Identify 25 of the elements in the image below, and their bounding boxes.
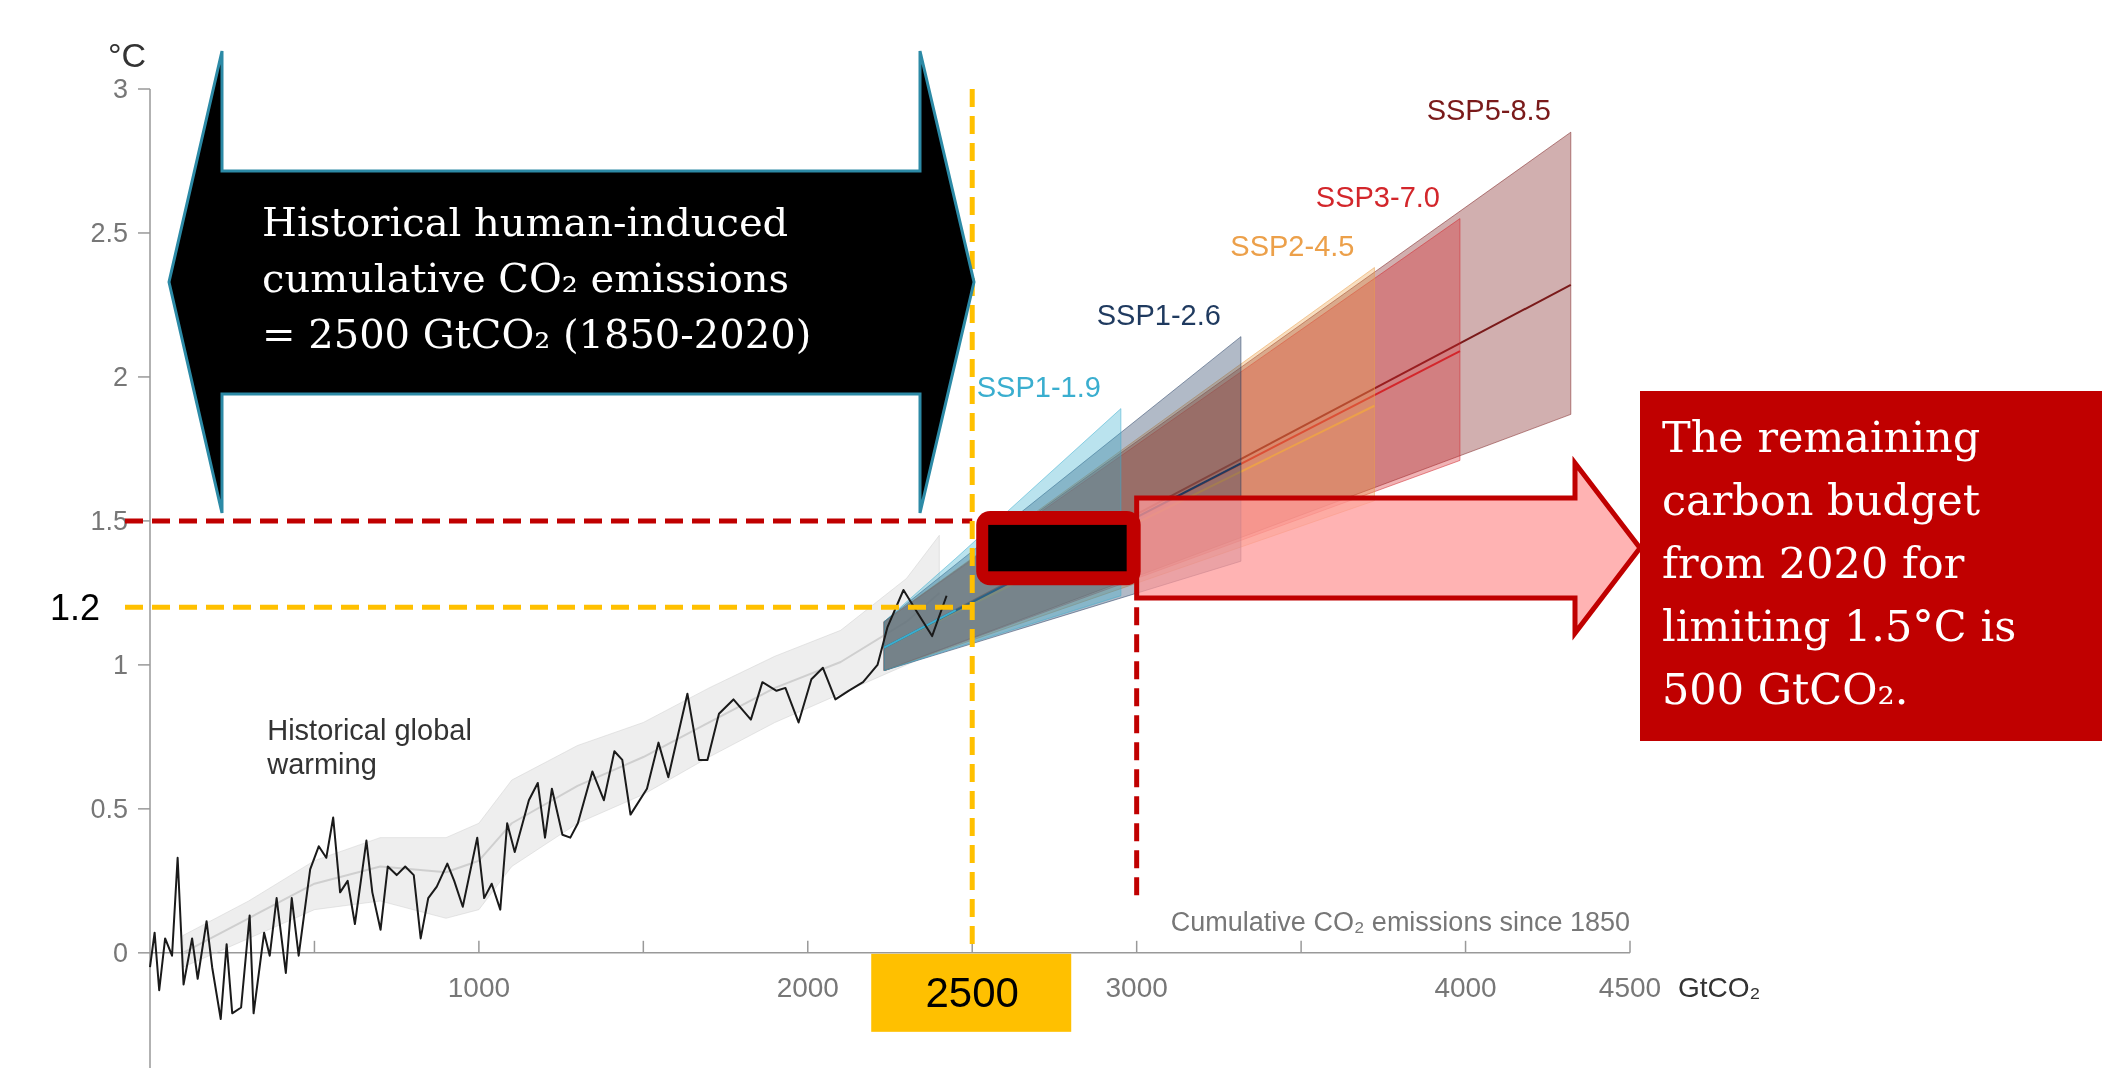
text: The remaining carbon budget from 2020 for limiting 1.5°C is 500 GtCO₂. [1662,412,2017,714]
text: SSP3-7.0 [1315,180,1440,213]
y-tick-label: 0.5 [90,793,128,824]
annotation: Historical human-induced cumulative CO₂ emissions = 2500 GtCO₂ (1850-2020) [262,199,812,357]
x-axis-title: Cumulative CO₂ emissions since 1850 [1170,906,1630,937]
y-tick-label: 1.5 [90,505,128,536]
y-tick-label: 1 [112,649,128,680]
x-tick-label: 4000 [1434,971,1497,1003]
y-tick-label: 0 [112,937,128,968]
text: SSP1-2.6 [1096,298,1221,331]
x-tick-label: 2000 [776,971,839,1003]
x-tick-label: 1000 [447,971,511,1003]
text: SSP2-4.5 [1230,229,1355,262]
x-tick-label: 4500 [1598,971,1662,1003]
y-tick-label: 2.5 [90,217,128,248]
series-label: Historical global warming [266,714,472,781]
y-tick-label: 3 [112,74,128,104]
text: SSP1-1.9 [976,370,1101,403]
y-tick-label: 2 [112,361,128,392]
ref-line-label: 2500 [925,968,1019,1016]
x-tick-label: 3000 [1105,971,1168,1003]
text: SSP5-8.5 [1426,94,1551,127]
y-axis-title: °C [108,36,147,74]
ref-line-label: 1.2 [49,587,100,629]
text: GtCO₂ [1678,971,1761,1003]
